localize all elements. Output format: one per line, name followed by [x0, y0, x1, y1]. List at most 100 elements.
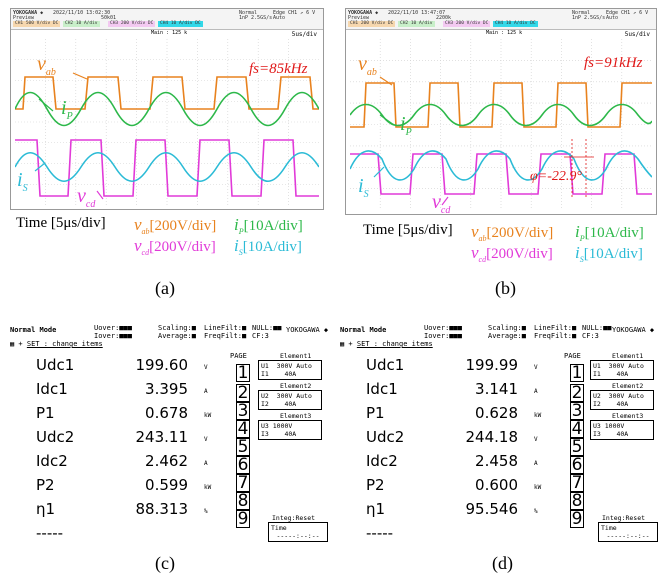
- row-name: P2: [36, 476, 55, 494]
- grid: [350, 39, 652, 210]
- scope-main-label: Main : 125 k: [486, 30, 523, 36]
- meter-freqfilt: FreqFilt:■: [534, 332, 577, 340]
- page-button[interactable]: 2: [570, 383, 584, 403]
- page-button[interactable]: 9: [236, 509, 250, 529]
- meter-null: NULL:■■: [252, 324, 282, 332]
- frequency-label: fs=85kHz: [249, 61, 308, 77]
- row-name: -----: [366, 524, 394, 542]
- scope-mode: Preview: [348, 15, 370, 21]
- meter-linefilt: LineFilt:■: [534, 324, 577, 332]
- channel-chip-1: CH1 500 V/div DC: [13, 21, 61, 27]
- arrow-vcd: [96, 190, 104, 200]
- row-value: 88.313: [135, 500, 189, 518]
- page-button[interactable]: 5: [236, 437, 250, 457]
- page-column: 1 2 3 4 5 6 7 8 9: [570, 360, 584, 540]
- label-ip: iP: [61, 97, 73, 122]
- page-button[interactable]: 1: [236, 363, 250, 383]
- label-is: iS: [17, 169, 28, 194]
- page-button[interactable]: 6: [570, 455, 584, 475]
- page-button[interactable]: 3: [570, 401, 584, 421]
- meter-brand: YOKOGAWA ◆: [286, 326, 329, 334]
- row-unit: kW: [204, 412, 212, 419]
- channel-chip-4: CH4 10 A/div DC: [493, 21, 538, 27]
- page-button[interactable]: 7: [236, 473, 250, 493]
- row-value: 95.546: [465, 500, 519, 518]
- element-box: U1 300V Auto I1 40A: [590, 360, 654, 380]
- legend-time: Time [5μs/div]: [16, 215, 106, 231]
- scope-timediv: 5us/div: [624, 31, 650, 38]
- label-ip: iP: [400, 113, 412, 138]
- element-title: Element1: [612, 352, 644, 360]
- row-name: Idc1: [366, 380, 398, 398]
- scope-trigger-top: Edge CH1 ↗ 6 V: [606, 10, 649, 16]
- page-button[interactable]: 5: [570, 437, 584, 457]
- oscilloscope-screen-a: YOKOGAWA ◆ 2022/11/10 13:02:30 Preview 5…: [10, 8, 324, 210]
- legend-ip: iP[10A/div]: [234, 215, 303, 236]
- scope-trigger-bottom: Auto: [606, 15, 619, 21]
- row-value: 3.395: [145, 380, 188, 398]
- row-value: 199.60: [135, 356, 189, 374]
- waveform-is: [350, 150, 652, 181]
- page-button[interactable]: 1: [570, 363, 584, 383]
- page-button[interactable]: 9: [570, 509, 584, 529]
- page-button[interactable]: 4: [236, 419, 250, 439]
- legend-vcd: vcd[200V/div]: [134, 236, 216, 257]
- row-value: 0.600: [475, 476, 518, 494]
- arrow-vcd: [441, 196, 449, 206]
- row-name: Idc2: [36, 452, 68, 470]
- scope-datetime: 2022/11/10 13:02:30: [53, 10, 111, 16]
- page-button[interactable]: 4: [570, 419, 584, 439]
- meter-iover: Iover:■■■: [424, 332, 462, 340]
- integ-time: -----:--:--: [276, 532, 320, 540]
- arrow-ip: [38, 98, 54, 112]
- row-name: η1: [36, 500, 56, 518]
- page-button[interactable]: 8: [236, 491, 250, 511]
- page-column: 1 2 3 4 5 6 7 8 9: [236, 360, 250, 540]
- panel-a: YOKOGAWA ◆ 2022/11/10 13:02:30 Preview 5…: [0, 0, 330, 300]
- page-button[interactable]: 8: [570, 491, 584, 511]
- element-box: U1 300V Auto I1 40A: [258, 360, 322, 380]
- row-name: Udc1: [36, 356, 75, 374]
- waveform-vab: [15, 76, 319, 110]
- row-name: η1: [366, 500, 386, 518]
- legend-vcd: vcd[200V/div]: [471, 243, 553, 264]
- row-unit: V: [534, 364, 538, 371]
- row-value: 2.462: [145, 452, 188, 470]
- element-title: Element3: [280, 412, 312, 420]
- integ-box: Time -----:--:--: [268, 522, 328, 542]
- meter-cf: CF:3: [582, 332, 599, 340]
- page-label: PAGE: [230, 352, 247, 360]
- label-is: iS: [358, 175, 369, 200]
- page-button[interactable]: 7: [570, 473, 584, 493]
- element-box: U3 1000V I3 40A: [590, 420, 654, 440]
- element-title: Element2: [280, 382, 312, 390]
- row-unit: V: [534, 436, 538, 443]
- row-unit: V: [204, 364, 208, 371]
- oscilloscope-screen-b: YOKOGAWA ◆ 2022/11/10 13:47:07 Preview 2…: [345, 8, 657, 216]
- waveform-plot-a: [15, 39, 319, 205]
- scope-rate-top: Normal: [239, 10, 258, 16]
- meter-scaling: Scaling:■: [488, 324, 526, 332]
- scope-record: 2200k: [436, 15, 452, 21]
- legend-is: iS[10A/div]: [575, 243, 643, 264]
- waveform-is: [15, 151, 319, 183]
- page-button[interactable]: 6: [236, 455, 250, 475]
- waveform-ip: [15, 91, 319, 127]
- row-unit: %: [204, 508, 208, 515]
- waveform-plot-b: [350, 39, 652, 210]
- page-button[interactable]: 3: [236, 401, 250, 421]
- meter-linefilt: LineFilt:■: [204, 324, 247, 332]
- integ-time-label: Time: [601, 524, 617, 532]
- arrow-vab: [72, 72, 88, 80]
- element-box: U3 1000V I3 40A: [258, 420, 322, 440]
- waveform-ip: [350, 103, 652, 127]
- legend-vab: vab[200V/div]: [471, 222, 554, 243]
- integ-label: Integ:Reset: [272, 514, 316, 522]
- meter-null: NULL:■■: [582, 324, 612, 332]
- caption-d: (d): [492, 553, 513, 573]
- power-meter-c: Normal Mode Uover:■■■ Iover:■■■ Scaling:…: [10, 322, 330, 542]
- row-unit: %: [534, 508, 538, 515]
- page-button[interactable]: 2: [236, 383, 250, 403]
- row-name: P2: [366, 476, 385, 494]
- row-name: Idc2: [366, 452, 398, 470]
